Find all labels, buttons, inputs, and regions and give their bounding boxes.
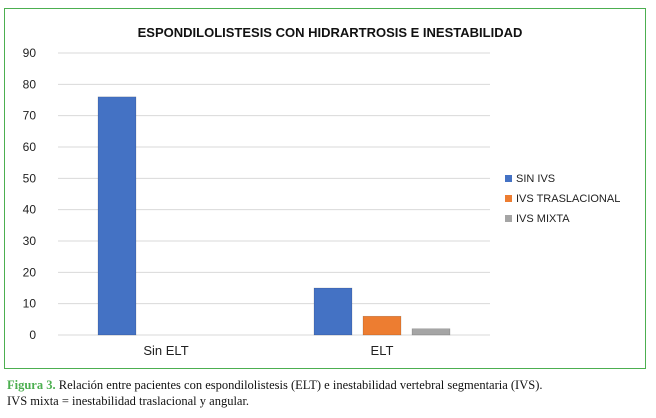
legend: SIN IVS IVS TRASLACIONAL IVS MIXTA	[505, 173, 620, 225]
y-tick-label: 80	[23, 77, 37, 91]
x-category-label: Sin ELT	[143, 343, 188, 358]
legend-swatch	[505, 175, 512, 182]
caption-text-1: Relación entre pacientes con espondiloli…	[58, 378, 543, 392]
x-category-label: ELT	[371, 343, 394, 358]
bar-chart: ESPONDILOLISTESIS CON HIDRARTROSIS E INE…	[23, 25, 621, 358]
chart-frame: ESPONDILOLISTESIS CON HIDRARTROSIS E INE…	[4, 8, 646, 369]
bar-sin-ivs-sin-elt	[97, 96, 137, 336]
y-tick-label: 0	[29, 328, 36, 342]
legend-swatch	[505, 215, 512, 222]
y-tick-label: 50	[23, 171, 37, 185]
y-tick-label: 60	[23, 140, 37, 154]
figure-label: Figura 3.	[7, 378, 56, 392]
y-tick-label: 40	[23, 203, 37, 217]
legend-label: IVS TRASLACIONAL	[516, 193, 620, 205]
legend-label: IVS MIXTA	[516, 213, 570, 225]
bar-ivs-traslacional-elt	[362, 315, 402, 336]
x-axis-categories: Sin ELT ELT	[143, 343, 393, 358]
y-axis-ticks: 0 10 20 30 40 50 60 70 80 90	[23, 46, 37, 342]
y-tick-label: 20	[23, 265, 37, 279]
bar-ivs-mixta-elt	[411, 328, 451, 336]
y-tick-label: 10	[23, 297, 37, 311]
bar-sin-ivs-elt	[313, 287, 353, 336]
legend-label: SIN IVS	[516, 173, 555, 185]
figure-caption: Figura 3. Relación entre pacientes con e…	[7, 377, 647, 409]
caption-line-2: IVS mixta = inestabilidad traslacional y…	[7, 394, 250, 408]
chart-title: ESPONDILOLISTESIS CON HIDRARTROSIS E INE…	[138, 25, 523, 40]
bars	[97, 96, 451, 336]
y-tick-label: 70	[23, 109, 37, 123]
legend-swatch	[505, 195, 512, 202]
y-tick-label: 90	[23, 46, 37, 60]
caption-line-1: Figura 3. Relación entre pacientes con e…	[7, 377, 647, 393]
y-tick-label: 30	[23, 234, 37, 248]
